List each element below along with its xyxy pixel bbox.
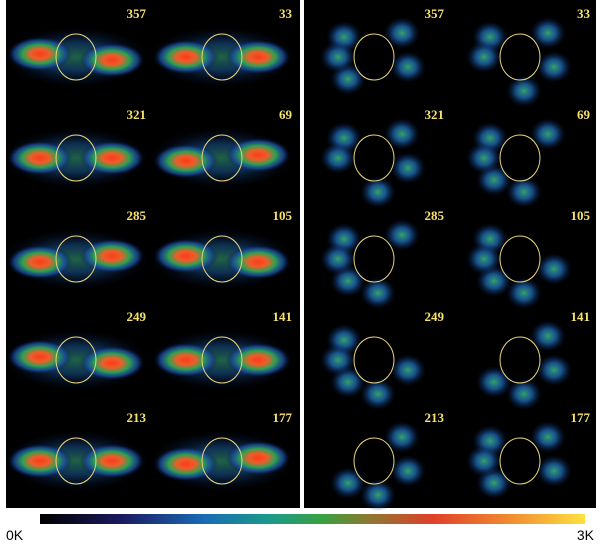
shadow-ring <box>499 134 541 182</box>
emission-blob <box>80 444 144 478</box>
panel-label: 357 <box>127 6 147 21</box>
emission-blob <box>506 176 542 208</box>
panel-label: 321 <box>425 107 445 122</box>
shadow-ring <box>55 134 97 182</box>
panel-label: 33 <box>279 6 293 21</box>
panel-label: 177 <box>571 410 591 425</box>
shadow-ring <box>499 235 541 283</box>
emission-blob <box>384 421 420 453</box>
emission-blob <box>536 51 572 83</box>
emission-blob <box>360 479 396 511</box>
emission-blob <box>330 467 366 499</box>
shadow-ring <box>353 336 395 384</box>
emission-blob <box>8 141 72 175</box>
panel-label: 33 <box>577 6 591 21</box>
panel-label: 69 <box>279 107 293 122</box>
emission-blob <box>226 40 290 74</box>
shadow-ring <box>55 437 97 485</box>
colorbar-min-label: 0K <box>6 527 24 543</box>
panel-label: 177 <box>273 410 293 425</box>
emission-blob <box>384 219 420 251</box>
emission-blob <box>476 366 512 398</box>
shadow-ring <box>353 437 395 485</box>
emission-blob <box>530 118 566 150</box>
emission-blob <box>320 142 356 174</box>
emission-blob <box>384 118 420 150</box>
shadow-ring <box>55 33 97 81</box>
panel-label: 285 <box>127 208 147 223</box>
emission-blob <box>226 441 290 475</box>
panel-label: 141 <box>571 309 591 324</box>
emission-blob <box>360 176 396 208</box>
emission-blob <box>360 277 396 309</box>
emission-blob <box>536 354 572 386</box>
panel-label: 285 <box>425 208 445 223</box>
emission-blob <box>390 354 426 386</box>
shadow-ring <box>201 134 243 182</box>
panel-label: 69 <box>577 107 591 122</box>
panel-label: 249 <box>127 309 147 324</box>
shadow-ring <box>201 437 243 485</box>
emission-blob <box>226 343 290 377</box>
emission-blob <box>390 455 426 487</box>
panel-label: 321 <box>127 107 147 122</box>
emission-blob <box>384 17 420 49</box>
emission-blob <box>320 344 356 376</box>
emission-blob <box>360 378 396 410</box>
emission-blob <box>80 239 144 273</box>
emission-blob <box>154 239 218 273</box>
shadow-ring <box>55 235 97 283</box>
shadow-ring <box>499 437 541 485</box>
panel-label: 105 <box>571 208 591 223</box>
emission-blob <box>466 142 502 174</box>
panel-label: 249 <box>425 309 445 324</box>
shadow-ring <box>201 33 243 81</box>
emission-blob <box>530 421 566 453</box>
emission-blob <box>536 455 572 487</box>
emission-blob <box>466 243 502 275</box>
shadow-ring <box>55 336 97 384</box>
colorbar-max-label: 3K <box>577 527 595 543</box>
emission-blob <box>320 41 356 73</box>
panel-label: 357 <box>425 6 445 21</box>
emission-blob <box>80 346 144 380</box>
shadow-ring <box>201 235 243 283</box>
emission-blob <box>390 152 426 184</box>
emission-blob <box>530 320 566 352</box>
emission-blob <box>390 51 426 83</box>
colorbar <box>40 514 585 524</box>
panel-label: 105 <box>273 208 293 223</box>
emission-blob <box>154 343 218 377</box>
shadow-ring <box>353 134 395 182</box>
emission-blob <box>8 444 72 478</box>
shadow-ring <box>499 336 541 384</box>
emission-blob <box>154 40 218 74</box>
emission-blob <box>8 245 72 279</box>
emission-blob <box>154 144 218 178</box>
panel-label: 213 <box>127 410 147 425</box>
emission-blob <box>506 277 542 309</box>
shadow-ring <box>353 33 395 81</box>
emission-blob <box>506 75 542 107</box>
emission-blob <box>466 41 502 73</box>
emission-blob <box>8 340 72 374</box>
emission-blob <box>226 245 290 279</box>
panel-label: 141 <box>273 309 293 324</box>
shadow-ring <box>201 336 243 384</box>
emission-blob <box>154 447 218 481</box>
emission-blob <box>80 43 144 77</box>
emission-blob <box>8 37 72 71</box>
emission-blob <box>80 141 144 175</box>
shadow-ring <box>353 235 395 283</box>
emission-blob <box>466 445 502 477</box>
emission-blob <box>530 17 566 49</box>
emission-blob <box>226 138 290 172</box>
emission-blob <box>320 243 356 275</box>
panel-label: 213 <box>425 410 445 425</box>
emission-blob <box>536 253 572 285</box>
emission-blob <box>506 378 542 410</box>
shadow-ring <box>499 33 541 81</box>
